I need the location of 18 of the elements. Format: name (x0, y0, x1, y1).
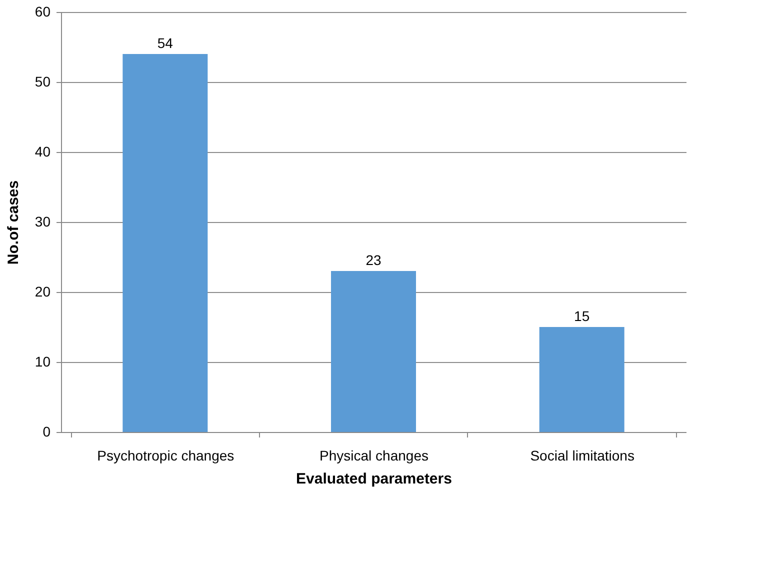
y-tick-label: 20 (34, 284, 51, 300)
y-tick-label: 60 (34, 4, 51, 20)
y-tick-label: 50 (34, 74, 51, 90)
y-tick-label: 0 (42, 424, 51, 440)
data-label: 15 (574, 308, 590, 324)
x-tick-label: Physical changes (320, 448, 428, 464)
y-tick-label: 40 (34, 144, 51, 160)
y-tick-label: 30 (34, 214, 51, 230)
bar (122, 54, 208, 432)
bar (331, 271, 416, 432)
bar (539, 327, 624, 432)
y-axis-title: No.of cases (4, 180, 22, 265)
data-label: 23 (366, 252, 382, 268)
x-tick-label: Psychotropic changes (97, 448, 234, 464)
y-tick-label: 10 (34, 354, 51, 370)
x-axis-title: Evaluated parameters (296, 470, 452, 488)
data-label: 54 (157, 35, 174, 51)
x-tick-label: Social limitations (530, 448, 634, 464)
